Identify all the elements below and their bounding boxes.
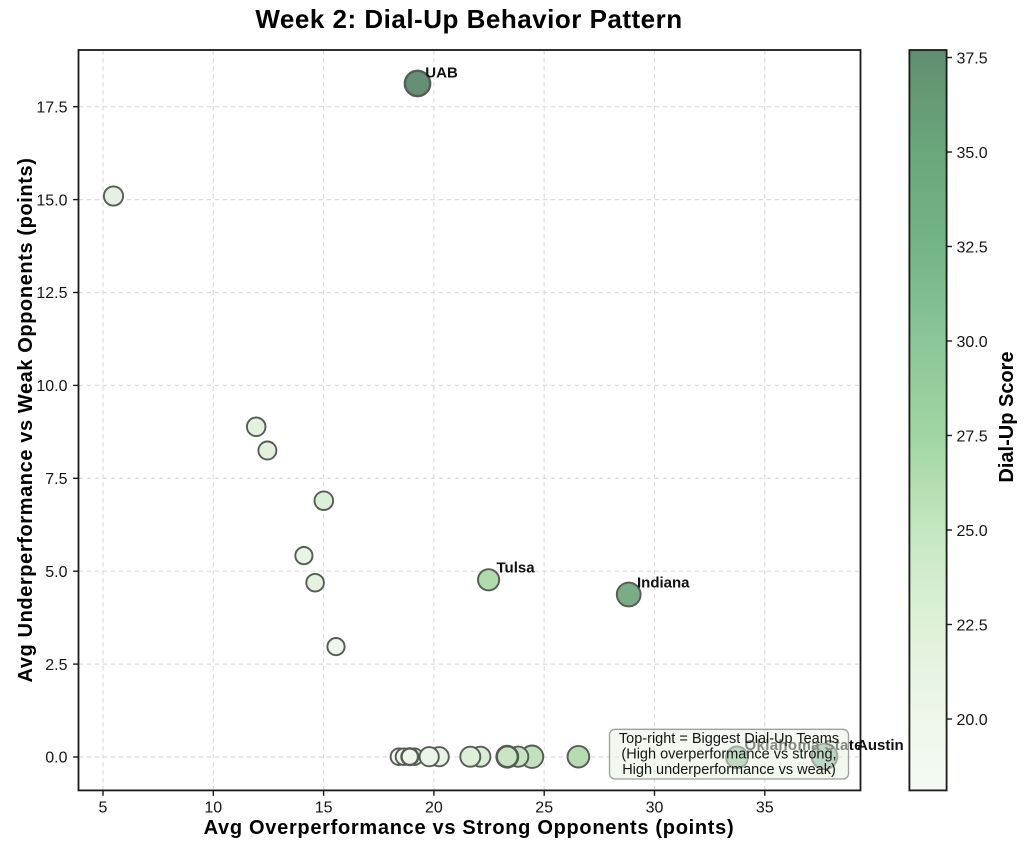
svg-text:UAB: UAB	[425, 65, 458, 82]
svg-text:15: 15	[315, 800, 333, 817]
svg-text:Avg Overperformance vs Strong: Avg Overperformance vs Strong Opponents …	[204, 817, 735, 839]
svg-text:5.0: 5.0	[45, 564, 67, 581]
svg-text:32.5: 32.5	[957, 239, 988, 256]
svg-text:27.5: 27.5	[957, 428, 988, 445]
svg-text:30: 30	[646, 800, 664, 817]
svg-text:Indiana: Indiana	[637, 575, 690, 592]
svg-text:Week 2: Dial-Up Behavior Patte: Week 2: Dial-Up Behavior Pattern	[255, 4, 682, 34]
svg-text:20.0: 20.0	[957, 712, 988, 729]
svg-text:25.0: 25.0	[957, 523, 988, 540]
svg-text:7.5: 7.5	[45, 471, 67, 488]
svg-text:15.0: 15.0	[36, 192, 67, 209]
svg-text:High underperformance vs weak): High underperformance vs weak)	[622, 762, 836, 778]
svg-text:37.5: 37.5	[957, 50, 988, 67]
svg-text:Tulsa: Tulsa	[497, 559, 536, 576]
svg-text:Avg Underperformance vs Weak O: Avg Underperformance vs Weak Opponents (…	[15, 158, 37, 683]
svg-text:0.0: 0.0	[45, 750, 67, 767]
svg-text:2.5: 2.5	[45, 657, 67, 674]
svg-text:20: 20	[425, 800, 443, 817]
svg-text:30.0: 30.0	[957, 334, 988, 351]
svg-text:Dial-Up Score: Dial-Up Score	[996, 351, 1018, 482]
svg-text:Top-right = Biggest Dial-Up Te: Top-right = Biggest Dial-Up Teams	[619, 731, 839, 747]
svg-text:10: 10	[204, 800, 222, 817]
svg-text:5: 5	[99, 800, 108, 817]
svg-text:Oklahoma State: Oklahoma State	[745, 737, 863, 754]
svg-text:25: 25	[535, 800, 553, 817]
svg-text:(High overperformance vs stron: (High overperformance vs strong,	[621, 746, 836, 762]
svg-text:Austin: Austin	[857, 737, 904, 754]
svg-text:22.5: 22.5	[957, 617, 988, 634]
svg-text:17.5: 17.5	[36, 99, 67, 116]
svg-text:Oklahoma State: Oklahoma State	[745, 737, 863, 754]
svg-text:12.5: 12.5	[36, 285, 67, 302]
svg-text:10.0: 10.0	[36, 378, 67, 395]
svg-text:35: 35	[756, 800, 774, 817]
svg-text:35.0: 35.0	[957, 145, 988, 162]
